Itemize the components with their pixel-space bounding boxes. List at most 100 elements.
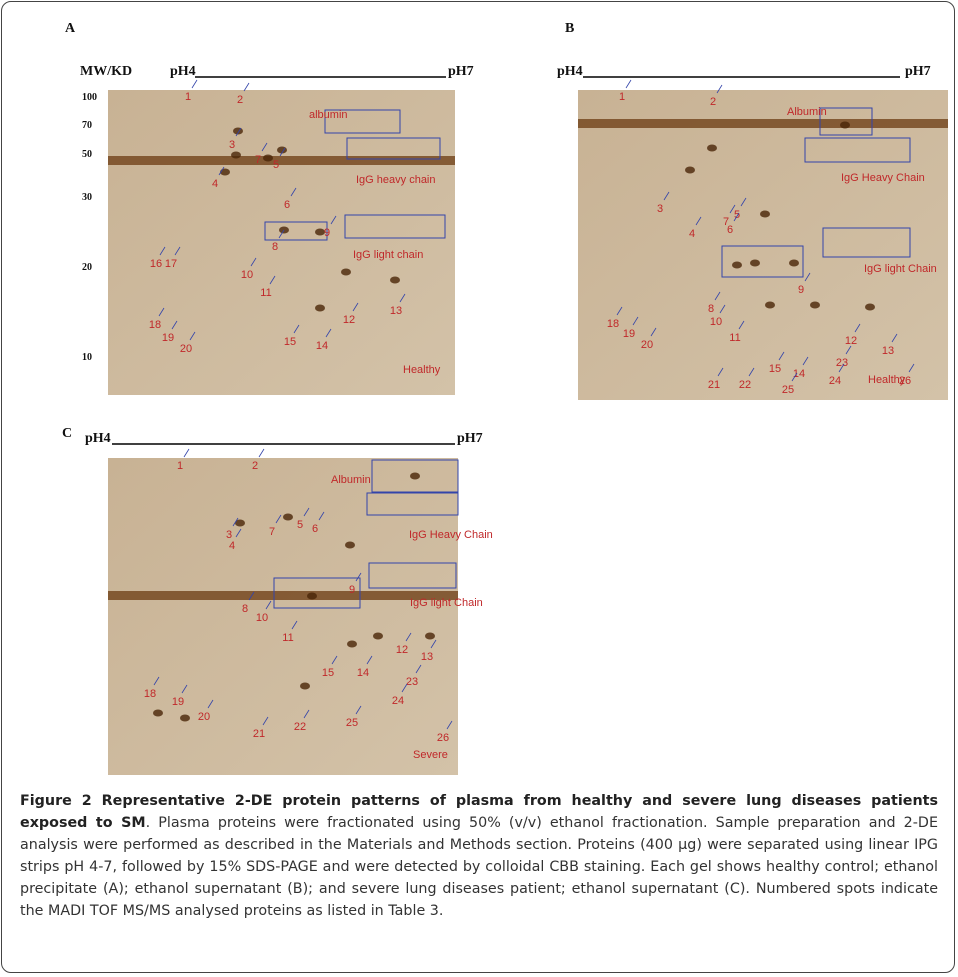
spot-arrow	[218, 166, 225, 176]
mw-label: 100	[82, 92, 97, 103]
highlight-box	[819, 107, 873, 136]
highlight-box	[721, 245, 804, 278]
spot-arrow	[278, 229, 285, 239]
gel-spot	[732, 261, 742, 269]
ph-right: pH7	[457, 431, 483, 446]
spot-arrow	[399, 293, 406, 303]
gel-spot	[707, 144, 717, 152]
spot-label: 14	[793, 368, 805, 380]
annotation: IgG Heavy Chain	[409, 529, 493, 541]
gel-band	[108, 591, 458, 600]
gel-spot	[373, 632, 383, 640]
spot-arrow	[405, 632, 412, 642]
spot-label: 16	[150, 258, 162, 270]
spot-label: 11	[260, 287, 271, 299]
ph-left: pH4	[170, 64, 196, 79]
spot-arrow	[650, 327, 657, 337]
highlight-box	[273, 577, 361, 609]
spot-arrow	[158, 307, 165, 317]
annotation: IgG Heavy Chain	[841, 172, 925, 184]
spot-arrow	[261, 142, 268, 152]
ph-right: pH7	[905, 64, 931, 79]
spot-label: 9	[324, 227, 330, 239]
gel-spot	[315, 228, 325, 236]
spot-arrow	[250, 257, 257, 267]
spot-label: 10	[256, 612, 268, 624]
spot-label: 6	[727, 224, 733, 236]
spot-arrow	[733, 212, 740, 222]
spot-arrow	[189, 331, 196, 341]
spot-arrow	[717, 367, 724, 377]
caption-title: Figure 2 Representative 2-DE protein pat…	[20, 793, 938, 831]
spot-arrow	[235, 127, 242, 137]
annotation: Healthy	[403, 364, 441, 376]
ph-left: pH4	[557, 64, 583, 79]
gel-band	[578, 119, 948, 128]
spot-label: 3	[657, 203, 663, 215]
spot-label: 7	[269, 526, 275, 538]
spot-arrow	[714, 291, 721, 301]
spot-label: 20	[641, 339, 653, 351]
spot-arrow	[159, 246, 166, 256]
spot-label: 2	[252, 460, 258, 472]
spot-label: 5	[297, 519, 303, 531]
spot-arrow	[729, 204, 736, 214]
spot-label: 21	[708, 379, 720, 391]
spot-arrow	[318, 511, 325, 521]
spot-arrow	[291, 620, 298, 630]
spot-arrow	[401, 683, 408, 693]
spot-arrow	[248, 591, 255, 601]
spot-arrow	[845, 345, 852, 355]
spot-label: 4	[229, 540, 235, 552]
spot-label: 11	[729, 332, 740, 344]
spot-label: 8	[708, 303, 714, 315]
annotation: Albumin	[331, 474, 371, 486]
highlight-box	[264, 221, 328, 241]
spot-label: 5	[734, 209, 740, 221]
spot-label: 4	[689, 228, 695, 240]
spot-arrow	[366, 655, 373, 665]
spot-arrow	[908, 363, 915, 373]
mw-header: MW/KD	[80, 64, 132, 79]
spot-label: 6	[312, 523, 318, 535]
mw-label: 10	[82, 352, 92, 363]
gel-spot	[390, 276, 400, 284]
spot-arrow	[352, 302, 359, 312]
spot-arrow	[331, 655, 338, 665]
spot-label: 12	[343, 314, 355, 326]
annotation: IgG heavy chain	[356, 174, 436, 186]
spot-arrow	[191, 79, 198, 89]
gel-image	[108, 90, 455, 395]
spot-arrow	[171, 320, 178, 330]
spot-arrow	[330, 215, 337, 225]
spot-arrow	[325, 328, 332, 338]
spot-label: 26	[899, 375, 911, 387]
spot-label: 18	[144, 688, 156, 700]
panel-label: A	[65, 21, 76, 36]
highlight-box	[804, 137, 911, 163]
spot-arrow	[275, 514, 282, 524]
spot-arrow	[716, 84, 723, 94]
spot-arrow	[804, 272, 811, 282]
spot-label: 15	[284, 336, 296, 348]
spot-label: 18	[607, 318, 619, 330]
spot-arrow	[625, 79, 632, 89]
gel-spot	[263, 154, 273, 162]
gel-spot	[345, 541, 355, 549]
spot-label: 23	[406, 676, 418, 688]
gel-spot	[685, 166, 695, 174]
spot-label: 25	[346, 717, 358, 729]
spot-arrow	[854, 323, 861, 333]
gel-spot	[750, 259, 760, 267]
highlight-box	[344, 214, 446, 239]
spot-label: 12	[845, 335, 857, 347]
spot-label: 2	[710, 96, 716, 108]
panel-label: B	[565, 21, 574, 36]
spot-arrow	[232, 517, 239, 527]
spot-arrow	[802, 356, 809, 366]
mw-label: 30	[82, 192, 92, 203]
spot-label: 14	[316, 340, 328, 352]
gel-spot	[231, 151, 241, 159]
gel-spot	[220, 168, 230, 176]
